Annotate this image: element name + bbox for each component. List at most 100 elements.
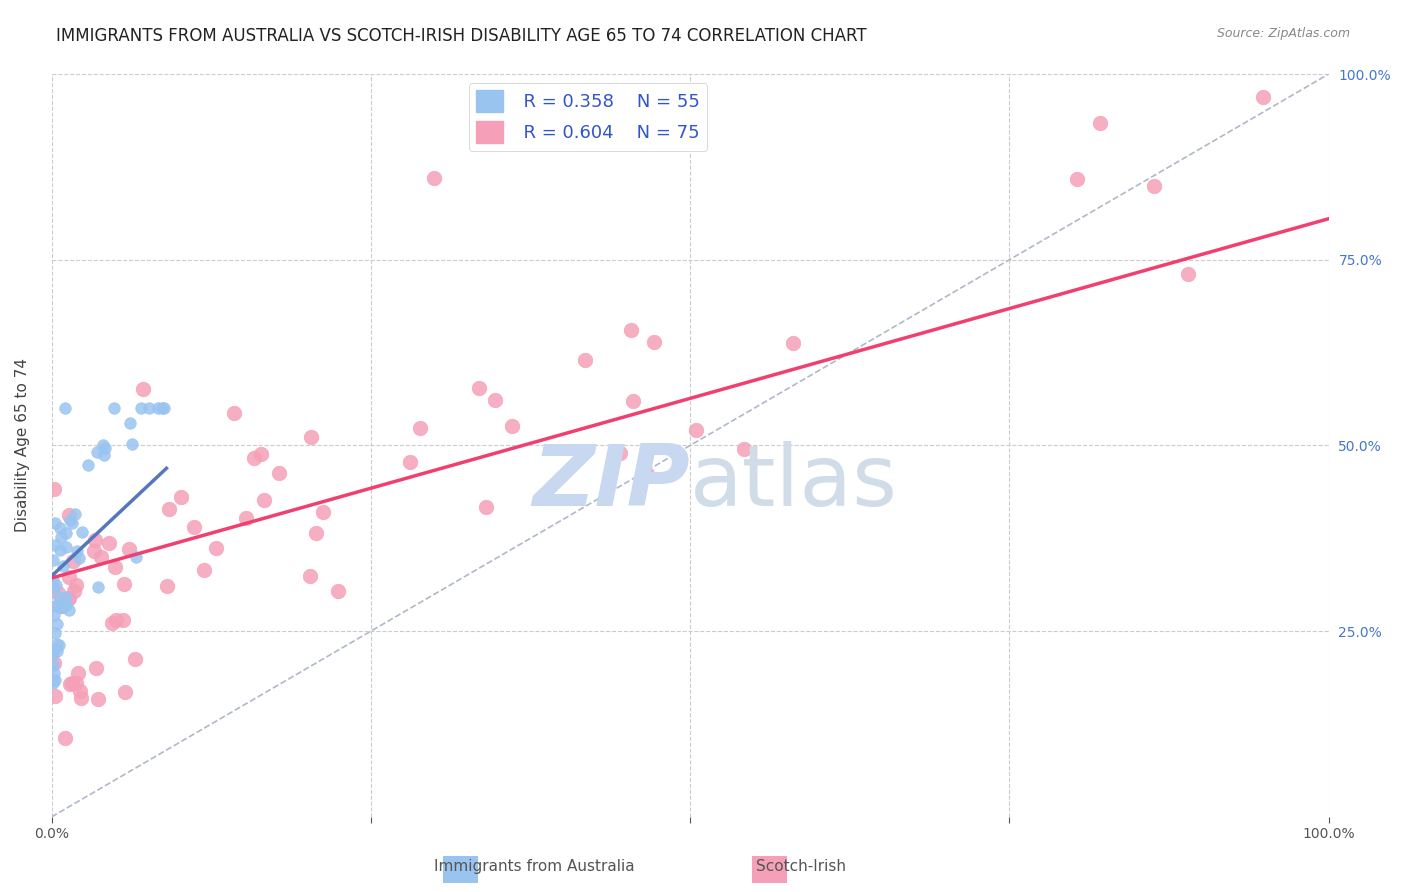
Point: [44, 656, 66, 670]
Text: ZIP: ZIP: [533, 442, 690, 524]
Point: [1251, 89, 1274, 103]
Point: [65, 676, 87, 690]
Point: [269, 467, 291, 481]
Point: [42, 657, 65, 672]
Point: [114, 684, 136, 698]
Point: [62, 554, 84, 568]
Point: [69, 684, 91, 698]
Point: [169, 490, 191, 504]
Point: [91, 438, 114, 452]
Point: [1177, 267, 1199, 281]
Point: [65, 578, 87, 592]
Point: [112, 576, 135, 591]
Point: [55, 599, 77, 613]
Point: [87, 692, 110, 706]
Point: [150, 401, 173, 416]
Point: [1143, 179, 1166, 194]
Point: [49, 521, 72, 535]
Point: [83, 544, 105, 558]
Point: [42, 673, 65, 687]
Point: [46, 599, 69, 613]
Point: [44, 689, 66, 703]
Point: [326, 584, 349, 599]
Point: [66, 543, 89, 558]
Legend:   R = 0.358    N = 55,   R = 0.604    N = 75: R = 0.358 N = 55, R = 0.604 N = 75: [468, 83, 707, 151]
Point: [204, 541, 226, 556]
Text: Source: ZipAtlas.com: Source: ZipAtlas.com: [1216, 27, 1350, 40]
Point: [118, 541, 141, 556]
Point: [299, 568, 322, 582]
Point: [183, 520, 205, 534]
Point: [59, 513, 82, 527]
Point: [224, 406, 246, 420]
Point: [44, 538, 66, 552]
Point: [1088, 116, 1111, 130]
Point: [67, 550, 90, 565]
Point: [475, 500, 498, 515]
Point: [69, 690, 91, 705]
Point: [44, 516, 66, 531]
Point: [501, 418, 523, 433]
Point: [45, 644, 67, 658]
Point: [55, 591, 77, 605]
Point: [72, 525, 94, 540]
Point: [55, 525, 77, 540]
Point: [609, 446, 631, 460]
Point: [53, 401, 76, 416]
Point: [643, 334, 665, 349]
Point: [42, 641, 65, 656]
Point: [84, 661, 107, 675]
Point: [42, 581, 65, 595]
Point: [58, 603, 80, 617]
Point: [58, 508, 80, 523]
Point: [42, 573, 65, 587]
Point: [84, 533, 107, 548]
Point: [620, 323, 643, 337]
Point: [42, 647, 65, 661]
Point: [636, 467, 658, 481]
Point: [48, 590, 70, 604]
Point: [60, 516, 83, 530]
Point: [153, 401, 176, 416]
Point: [52, 598, 75, 612]
Text: IMMIGRANTS FROM AUSTRALIA VS SCOTCH-IRISH DISABILITY AGE 65 TO 74 CORRELATION CH: IMMIGRANTS FROM AUSTRALIA VS SCOTCH-IRIS…: [56, 27, 868, 45]
Point: [42, 676, 65, 690]
Point: [42, 482, 65, 496]
Point: [148, 401, 170, 416]
Point: [55, 540, 77, 554]
Point: [42, 608, 65, 623]
Point: [398, 455, 420, 469]
Point: [193, 563, 215, 577]
Point: [121, 436, 143, 450]
Point: [423, 170, 446, 185]
Point: [484, 392, 506, 407]
Point: [48, 599, 70, 613]
Text: Scotch-Irish: Scotch-Irish: [756, 859, 846, 874]
Point: [48, 638, 70, 652]
Point: [104, 560, 127, 574]
Point: [138, 401, 160, 416]
Point: [49, 530, 72, 544]
Point: [97, 535, 120, 549]
Point: [243, 451, 266, 466]
Point: [45, 578, 67, 592]
Point: [129, 401, 152, 416]
Point: [53, 731, 76, 745]
Point: [90, 549, 112, 564]
Point: [52, 559, 75, 574]
Point: [156, 579, 179, 593]
Point: [44, 626, 66, 640]
Point: [93, 448, 115, 462]
Point: [49, 543, 72, 558]
Point: [44, 599, 66, 613]
Point: [118, 416, 141, 430]
Point: [58, 570, 80, 584]
Point: [45, 637, 67, 651]
Point: [250, 447, 273, 461]
Point: [86, 444, 108, 458]
Point: [1066, 172, 1088, 186]
Point: [1253, 52, 1275, 66]
Point: [235, 511, 257, 525]
Point: [1246, 52, 1268, 66]
Point: [621, 394, 644, 409]
